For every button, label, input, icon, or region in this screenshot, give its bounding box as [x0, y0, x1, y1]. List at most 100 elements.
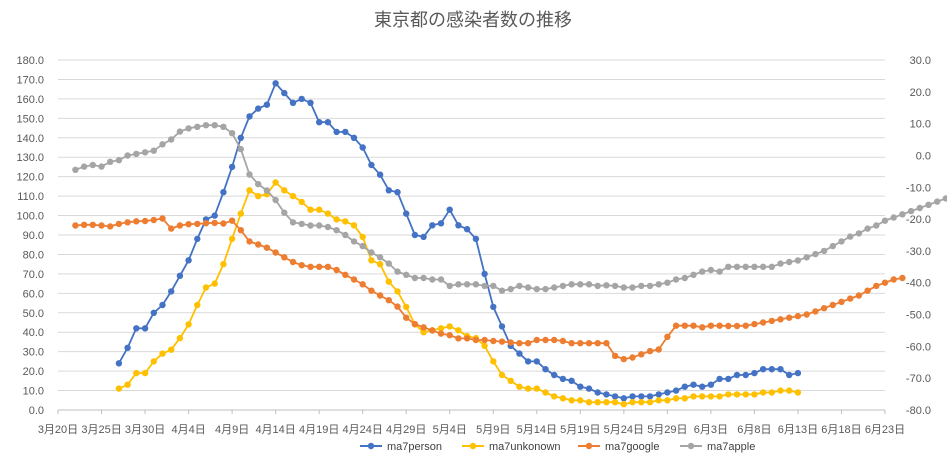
data-point-ma7person: [385, 187, 392, 194]
data-point-ma7google: [899, 274, 906, 282]
data-point-ma7google: [725, 322, 732, 330]
y-right-tick-label: -80.0: [906, 405, 931, 417]
data-point-ma7person: [725, 375, 732, 383]
data-point-ma7google: [490, 337, 497, 345]
data-point-ma7google: [751, 320, 758, 328]
data-point-ma7google: [368, 287, 375, 294]
data-point-ma7google: [194, 220, 201, 228]
data-point-ma7apple: [289, 219, 297, 226]
y-left-tick-label: 60.0: [23, 288, 44, 300]
data-point-ma7unkonown: [202, 284, 210, 291]
data-point-ma7unkonown: [664, 397, 671, 404]
data-point-ma7apple: [716, 268, 723, 275]
data-point-ma7apple: [237, 145, 244, 153]
data-point-ma7apple: [80, 163, 88, 170]
data-point-ma7unkonown: [141, 369, 149, 377]
data-point-ma7apple: [411, 274, 419, 282]
x-tick-label: 4月24日: [343, 424, 383, 436]
x-tick-label: 3月30日: [125, 424, 165, 436]
data-point-ma7person: [133, 325, 140, 332]
y-right-tick-label: 30.0: [910, 55, 931, 67]
y-left-tick-label: 80.0: [23, 249, 44, 261]
data-point-ma7apple: [333, 227, 340, 234]
data-point-ma7google: [890, 276, 897, 283]
data-point-ma7apple: [690, 271, 697, 278]
legend-item-ma7apple: ma7apple: [680, 441, 755, 453]
y-left-tick-label: 0.0: [29, 405, 44, 417]
data-point-ma7google: [820, 305, 828, 312]
data-point-ma7person: [759, 366, 767, 373]
data-point-ma7apple: [385, 260, 392, 267]
data-point-ma7person: [672, 387, 680, 394]
data-point-ma7google: [202, 220, 210, 227]
data-point-ma7unkonown: [228, 235, 236, 243]
data-point-ma7google: [794, 312, 802, 320]
legend-swatch-marker: [687, 442, 695, 450]
x-tick-label: 3月25日: [81, 424, 121, 436]
data-point-ma7google: [542, 336, 549, 344]
data-point-ma7person: [768, 366, 775, 373]
y-right-tick-label: 0.0: [916, 150, 931, 162]
data-point-ma7apple: [481, 282, 488, 290]
data-point-ma7person: [481, 270, 488, 278]
data-point-ma7unkonown: [542, 389, 549, 396]
data-point-ma7person: [316, 119, 323, 126]
data-point-ma7google: [80, 221, 88, 228]
data-point-ma7google: [507, 339, 514, 346]
data-point-ma7apple: [255, 180, 262, 188]
y-left-tick-label: 10.0: [23, 386, 44, 398]
data-point-ma7apple: [176, 128, 184, 135]
series-ma7apple: [72, 122, 947, 294]
data-point-ma7unkonown: [385, 278, 392, 285]
y-left-tick-label: 130.0: [16, 152, 44, 164]
data-point-ma7unkonown: [307, 206, 314, 213]
data-point-ma7apple: [211, 122, 218, 129]
data-point-ma7unkonown: [168, 346, 175, 353]
data-point-ma7unkonown: [133, 369, 140, 377]
data-point-ma7person: [437, 220, 445, 227]
data-point-ma7unkonown: [681, 395, 688, 402]
data-point-ma7person: [638, 393, 645, 400]
data-point-ma7apple: [794, 257, 802, 264]
data-point-ma7apple: [376, 254, 384, 261]
data-point-ma7google: [847, 295, 854, 302]
data-point-ma7person: [629, 393, 636, 400]
series-ma7person: [115, 80, 802, 402]
data-point-ma7apple: [542, 285, 549, 293]
data-point-ma7unkonown: [629, 399, 636, 406]
data-point-ma7apple: [855, 230, 863, 237]
data-point-ma7person: [376, 171, 384, 178]
data-point-ma7google: [124, 219, 131, 226]
data-point-ma7google: [359, 281, 366, 288]
data-point-ma7unkonown: [794, 389, 802, 396]
data-point-ma7person: [690, 381, 697, 388]
data-point-ma7google: [220, 220, 227, 227]
legend-item-ma7person: ma7person: [360, 441, 442, 453]
data-point-ma7person: [368, 161, 375, 169]
data-point-ma7google: [681, 322, 688, 329]
data-point-ma7person: [237, 134, 244, 141]
data-point-ma7person: [498, 323, 506, 330]
data-point-ma7unkonown: [768, 389, 775, 396]
data-point-ma7google: [263, 244, 271, 251]
data-point-ma7google: [228, 217, 236, 224]
data-point-ma7person: [594, 389, 601, 396]
data-point-ma7apple: [559, 282, 567, 290]
data-point-ma7person: [655, 391, 662, 398]
data-point-ma7apple: [655, 281, 662, 288]
x-tick-label: 5月14日: [517, 424, 557, 436]
data-point-ma7unkonown: [672, 395, 680, 402]
data-point-ma7person: [185, 257, 192, 264]
x-tick-label: 4月4日: [171, 424, 205, 436]
data-point-ma7person: [524, 358, 532, 365]
data-point-ma7person: [307, 99, 314, 107]
data-point-ma7apple: [733, 263, 741, 270]
data-point-ma7unkonown: [403, 303, 410, 311]
data-point-ma7google: [385, 297, 392, 304]
data-point-ma7google: [307, 263, 314, 270]
data-point-ma7person: [289, 99, 297, 107]
x-tick-label: 6月13日: [778, 424, 818, 436]
data-point-ma7apple: [864, 225, 871, 232]
data-point-ma7unkonown: [568, 397, 575, 404]
